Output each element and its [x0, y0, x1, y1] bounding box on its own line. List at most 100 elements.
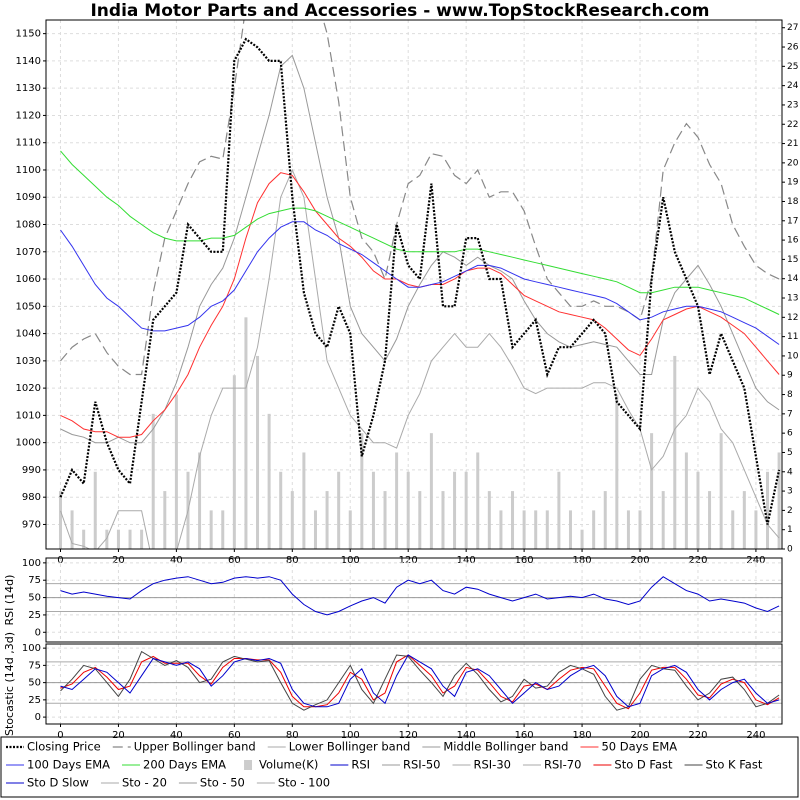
- volume-bar: [151, 413, 155, 549]
- y2-tick-label: 23: [787, 100, 798, 110]
- legend-label: Sto D Slow: [27, 776, 89, 790]
- y-tick-label: 75: [28, 575, 41, 586]
- legend-label: RSI: [351, 758, 370, 772]
- y2-tick-label: 7: [787, 409, 793, 419]
- y-tick-label: 0: [35, 627, 41, 638]
- y2-tick-label: 24: [787, 81, 799, 91]
- volume-bar: [650, 433, 654, 549]
- volume-bar: [615, 394, 619, 549]
- legend-label: Lower Bollinger band: [289, 740, 411, 754]
- volume-bar: [580, 529, 584, 549]
- volume-bar: [105, 529, 109, 549]
- x-tick-label: 60: [228, 730, 241, 741]
- y-tick-label: 1130: [16, 83, 41, 94]
- y-tick-label: 100: [22, 558, 41, 569]
- y2-tick-label: 8: [787, 390, 793, 400]
- volume-bar: [441, 491, 445, 549]
- panel-frame: [45, 19, 783, 550]
- x-tick-label: 220: [688, 730, 707, 741]
- x-tick-label: 120: [399, 730, 418, 741]
- volume-bar: [476, 452, 480, 549]
- y-tick-label: 25: [28, 610, 41, 621]
- volume-bar: [128, 529, 132, 549]
- y-tick-label: 1000: [16, 438, 41, 449]
- y-tick-label: 1100: [16, 165, 41, 176]
- y2-tick-label: 20: [787, 158, 799, 168]
- y-tick-label: 1070: [16, 247, 41, 258]
- volume-bar: [511, 491, 515, 549]
- series-line: [60, 172, 780, 438]
- legend-label: RSI-50: [403, 758, 440, 772]
- plot-area: [46, 644, 782, 724]
- legend-label: Closing Price: [27, 740, 101, 754]
- volume-bar: [673, 355, 677, 549]
- panel-frame: [45, 557, 783, 643]
- chart-title: India Motor Parts and Accessories - www.…: [90, 1, 709, 21]
- y2-tick-label: 18: [787, 197, 799, 207]
- volume-bar: [406, 471, 410, 549]
- volume-bar: [696, 471, 700, 549]
- volume-bar: [661, 491, 665, 549]
- y-tick-label: 1030: [16, 356, 41, 367]
- x-tick-label: 20: [112, 730, 125, 741]
- y-tick-label: 1080: [16, 220, 41, 231]
- y2-tick-label: 4: [787, 467, 793, 477]
- legend-label: Upper Bollinger band: [134, 740, 256, 754]
- volume-bar: [70, 510, 74, 549]
- y-tick-label: 1020: [16, 383, 41, 394]
- y-tick-label: 1040: [16, 329, 41, 340]
- y2-tick-label: 22: [787, 120, 798, 130]
- volume-bar: [371, 471, 375, 549]
- y-axis-label: Stocastic (14d ,3d): [3, 632, 16, 736]
- series-line: [60, 221, 780, 345]
- volume-bar: [719, 433, 723, 549]
- legend-label: RSI-70: [544, 758, 581, 772]
- y-tick-label: 1050: [16, 301, 41, 312]
- x-tick-label: 100: [341, 730, 360, 741]
- y2-tick-label: 2: [787, 506, 793, 516]
- volume-bar: [174, 394, 178, 549]
- volume-bar: [638, 510, 642, 549]
- x-tick-label: 80: [286, 730, 299, 741]
- x-tick-label: 40: [170, 730, 183, 741]
- legend-label: 50 Days EMA: [601, 740, 677, 754]
- y2-tick-label: 5: [787, 448, 793, 458]
- volume-bar: [754, 510, 758, 549]
- legend-frame: [0, 736, 799, 798]
- x-tick-label: 240: [746, 730, 765, 741]
- volume-bar: [58, 491, 62, 549]
- volume-bar: [766, 471, 770, 549]
- volume-bar: [256, 355, 260, 549]
- volume-bar: [348, 510, 352, 549]
- y-tick-label: 0: [35, 712, 41, 723]
- series-line: [60, 168, 780, 549]
- legend-label: Sto - 100: [278, 776, 330, 790]
- y-tick-label: 1090: [16, 192, 41, 203]
- legend-label: Volume(K): [259, 758, 318, 772]
- plot-area: [46, 20, 782, 549]
- volume-bar: [453, 471, 457, 549]
- y-tick-label: 100: [22, 643, 41, 654]
- volume-bar: [568, 510, 572, 549]
- y2-tick-label: 1: [787, 525, 793, 535]
- volume-bar: [499, 510, 503, 549]
- y-tick-label: 1010: [16, 410, 41, 421]
- volume-bar: [742, 491, 746, 549]
- volume-bar: [557, 471, 561, 549]
- volume-bar: [534, 510, 538, 549]
- volume-bar: [302, 452, 306, 549]
- series-line: [60, 654, 780, 708]
- y2-tick-label: 15: [787, 255, 798, 265]
- volume-bar: [140, 529, 144, 549]
- y2-tick-label: 10: [787, 351, 799, 361]
- y-tick-label: 1110: [16, 138, 41, 149]
- volume-bar: [82, 529, 86, 549]
- x-tick-label: 180: [573, 730, 592, 741]
- volume-bar: [93, 471, 97, 549]
- y2-tick-label: 17: [787, 216, 798, 226]
- legend-label: 200 Days EMA: [143, 758, 226, 772]
- volume-bar: [522, 510, 526, 549]
- panel-frame: [45, 643, 783, 725]
- y2-tick-label: 12: [787, 313, 798, 323]
